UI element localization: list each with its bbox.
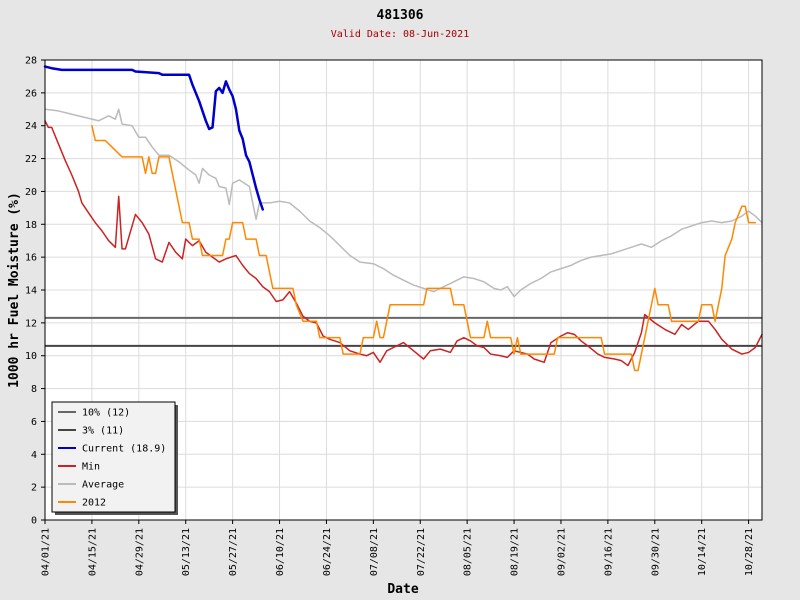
series-line <box>44 108 763 298</box>
x-axis-ticks: 04/01/21 04/15/21 04/29/21 05/13/21 05/27/21… <box>41 520 755 576</box>
legend-label: Average <box>82 480 124 491</box>
y-tick-label: 4 <box>31 450 37 461</box>
legend-label: Min <box>82 462 100 473</box>
x-tick-label: 09/02/21 <box>556 528 567 576</box>
x-tick-label: 06/10/21 <box>275 528 286 576</box>
legend-label: 2012 <box>82 498 106 509</box>
x-tick-label: 08/19/21 <box>510 528 521 576</box>
legend-label: Current (18.9) <box>82 444 166 455</box>
x-tick-label: 04/29/21 <box>134 528 145 576</box>
x-tick-label: 05/27/21 <box>228 528 239 576</box>
series-line <box>91 124 757 372</box>
x-tick-label: 10/14/21 <box>697 528 708 576</box>
y-tick-label: 18 <box>25 220 37 231</box>
y-tick-label: 16 <box>25 253 37 264</box>
x-tick-label: 09/30/21 <box>650 528 661 576</box>
series-lines <box>43 65 763 372</box>
x-tick-label: 07/08/21 <box>369 528 380 576</box>
y-tick-label: 2 <box>31 483 37 494</box>
x-tick-label: 07/22/21 <box>416 528 427 576</box>
y-tick-label: 6 <box>31 417 37 428</box>
y-tick-label: 20 <box>25 187 37 198</box>
series-line <box>44 120 763 367</box>
chart-subtitle: Valid Date: 08-Jun-2021 <box>331 29 469 40</box>
x-axis-title: Date <box>387 582 418 597</box>
y-tick-label: 0 <box>31 516 37 527</box>
x-tick-label: 05/13/21 <box>181 528 192 576</box>
y-tick-label: 26 <box>25 88 37 99</box>
x-tick-label: 09/16/21 <box>603 528 614 576</box>
legend-label: 10% (12) <box>82 408 130 419</box>
y-tick-label: 8 <box>31 384 37 395</box>
x-tick-label: 10/28/21 <box>744 528 755 576</box>
y-tick-label: 28 <box>25 56 37 67</box>
y-tick-label: 10 <box>25 351 37 362</box>
y-tick-label: 14 <box>25 286 37 297</box>
legend: 10% (12) 3% (11) Current (18.9) Min Average 2… <box>51 401 178 515</box>
y-axis-title: 1000 hr Fuel Moisture (%) <box>7 192 22 388</box>
x-tick-label: 06/24/21 <box>322 528 333 576</box>
x-tick-label: 04/01/21 <box>41 528 52 576</box>
y-tick-label: 24 <box>25 121 37 132</box>
chart-title: 481306 <box>377 8 424 23</box>
legend-label: 3% (11) <box>82 426 124 437</box>
x-tick-label: 08/05/21 <box>463 528 474 576</box>
series-line <box>43 65 265 211</box>
y-tick-label: 12 <box>25 318 37 329</box>
y-tick-label: 22 <box>25 154 37 165</box>
legend-box <box>51 401 176 513</box>
x-tick-label: 04/15/21 <box>87 528 98 576</box>
